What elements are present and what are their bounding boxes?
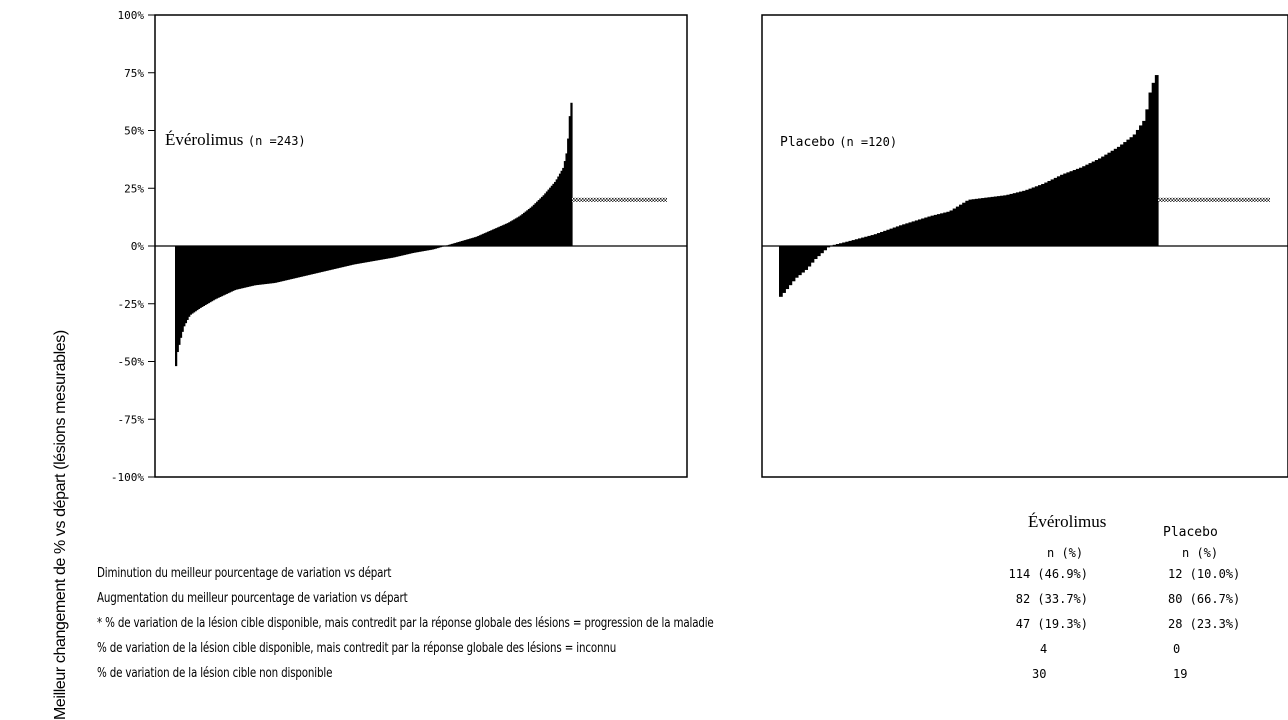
not-available-bar: [572, 198, 667, 202]
evero-panel-label: Évérolimus: [165, 130, 243, 149]
table-header-placebo: Placebo: [1163, 525, 1218, 540]
placebo-value-decrease: 12 (10.0%): [1168, 567, 1240, 581]
legend-row-contradicted-unknown: % de variation de la lésion cible dispon…: [97, 641, 616, 656]
evero-panel-title: Évérolimus (n =243): [165, 130, 306, 150]
y-tick-label: -25%: [118, 298, 145, 311]
legend-row-not-available: % de variation de la lésion cible non di…: [97, 666, 332, 681]
y-tick-label: 25%: [124, 182, 144, 195]
placebo-value-increase: 80 (66.7%): [1168, 592, 1240, 606]
placebo-panel-title: Placebo (n =120): [780, 133, 897, 151]
placebo-value-contradicted-unknown: 0: [1173, 642, 1180, 656]
evero-value-not-available: 30: [1032, 667, 1046, 681]
table-header-evero: Évérolimus: [1028, 512, 1106, 532]
evero-value-increase: 82 (33.7%): [1000, 592, 1088, 606]
placebo-value-not-available: 19: [1173, 667, 1187, 681]
table-col-header-evero: n (%): [1047, 546, 1083, 560]
table-col-header-placebo: n (%): [1182, 546, 1218, 560]
y-tick-label: 50%: [124, 125, 144, 138]
y-axis-label: Meilleur changement de % vs départ (lési…: [52, 260, 76, 720]
y-tick-label: -50%: [118, 356, 145, 369]
y-tick-label: 75%: [124, 67, 144, 80]
legend-row-increase: Augmentation du meilleur pourcentage de …: [97, 591, 408, 606]
y-tick-label: 100%: [118, 9, 145, 22]
legend-row-decrease: Diminution du meilleur pourcentage de va…: [97, 566, 391, 581]
y-tick-label: 0%: [131, 240, 145, 253]
evero-value-contradicted-progression: 47 (19.3%): [1000, 617, 1088, 631]
placebo-panel-label: Placebo: [780, 135, 835, 150]
legend-row-contradicted-progression: * % de variation de la lésion cible disp…: [97, 616, 714, 631]
y-tick-label: -75%: [118, 413, 145, 426]
evero-panel-n: (n =243): [248, 134, 306, 148]
waterfall-bar: [570, 103, 572, 246]
waterfall-charts: 100% 75% 50% 25% 0% -25% -50% -75% -100%: [0, 0, 1288, 687]
waterfall-bar: [1155, 75, 1159, 246]
y-tick-label: -100%: [111, 471, 144, 484]
placebo-panel-n: (n =120): [839, 135, 897, 149]
evero-value-decrease: 114 (46.9%): [1000, 567, 1088, 581]
not-available-bar: [1158, 198, 1270, 202]
evero-value-contradicted-unknown: 4: [1040, 642, 1047, 656]
placebo-value-contradicted-progression: 28 (23.3%): [1168, 617, 1240, 631]
